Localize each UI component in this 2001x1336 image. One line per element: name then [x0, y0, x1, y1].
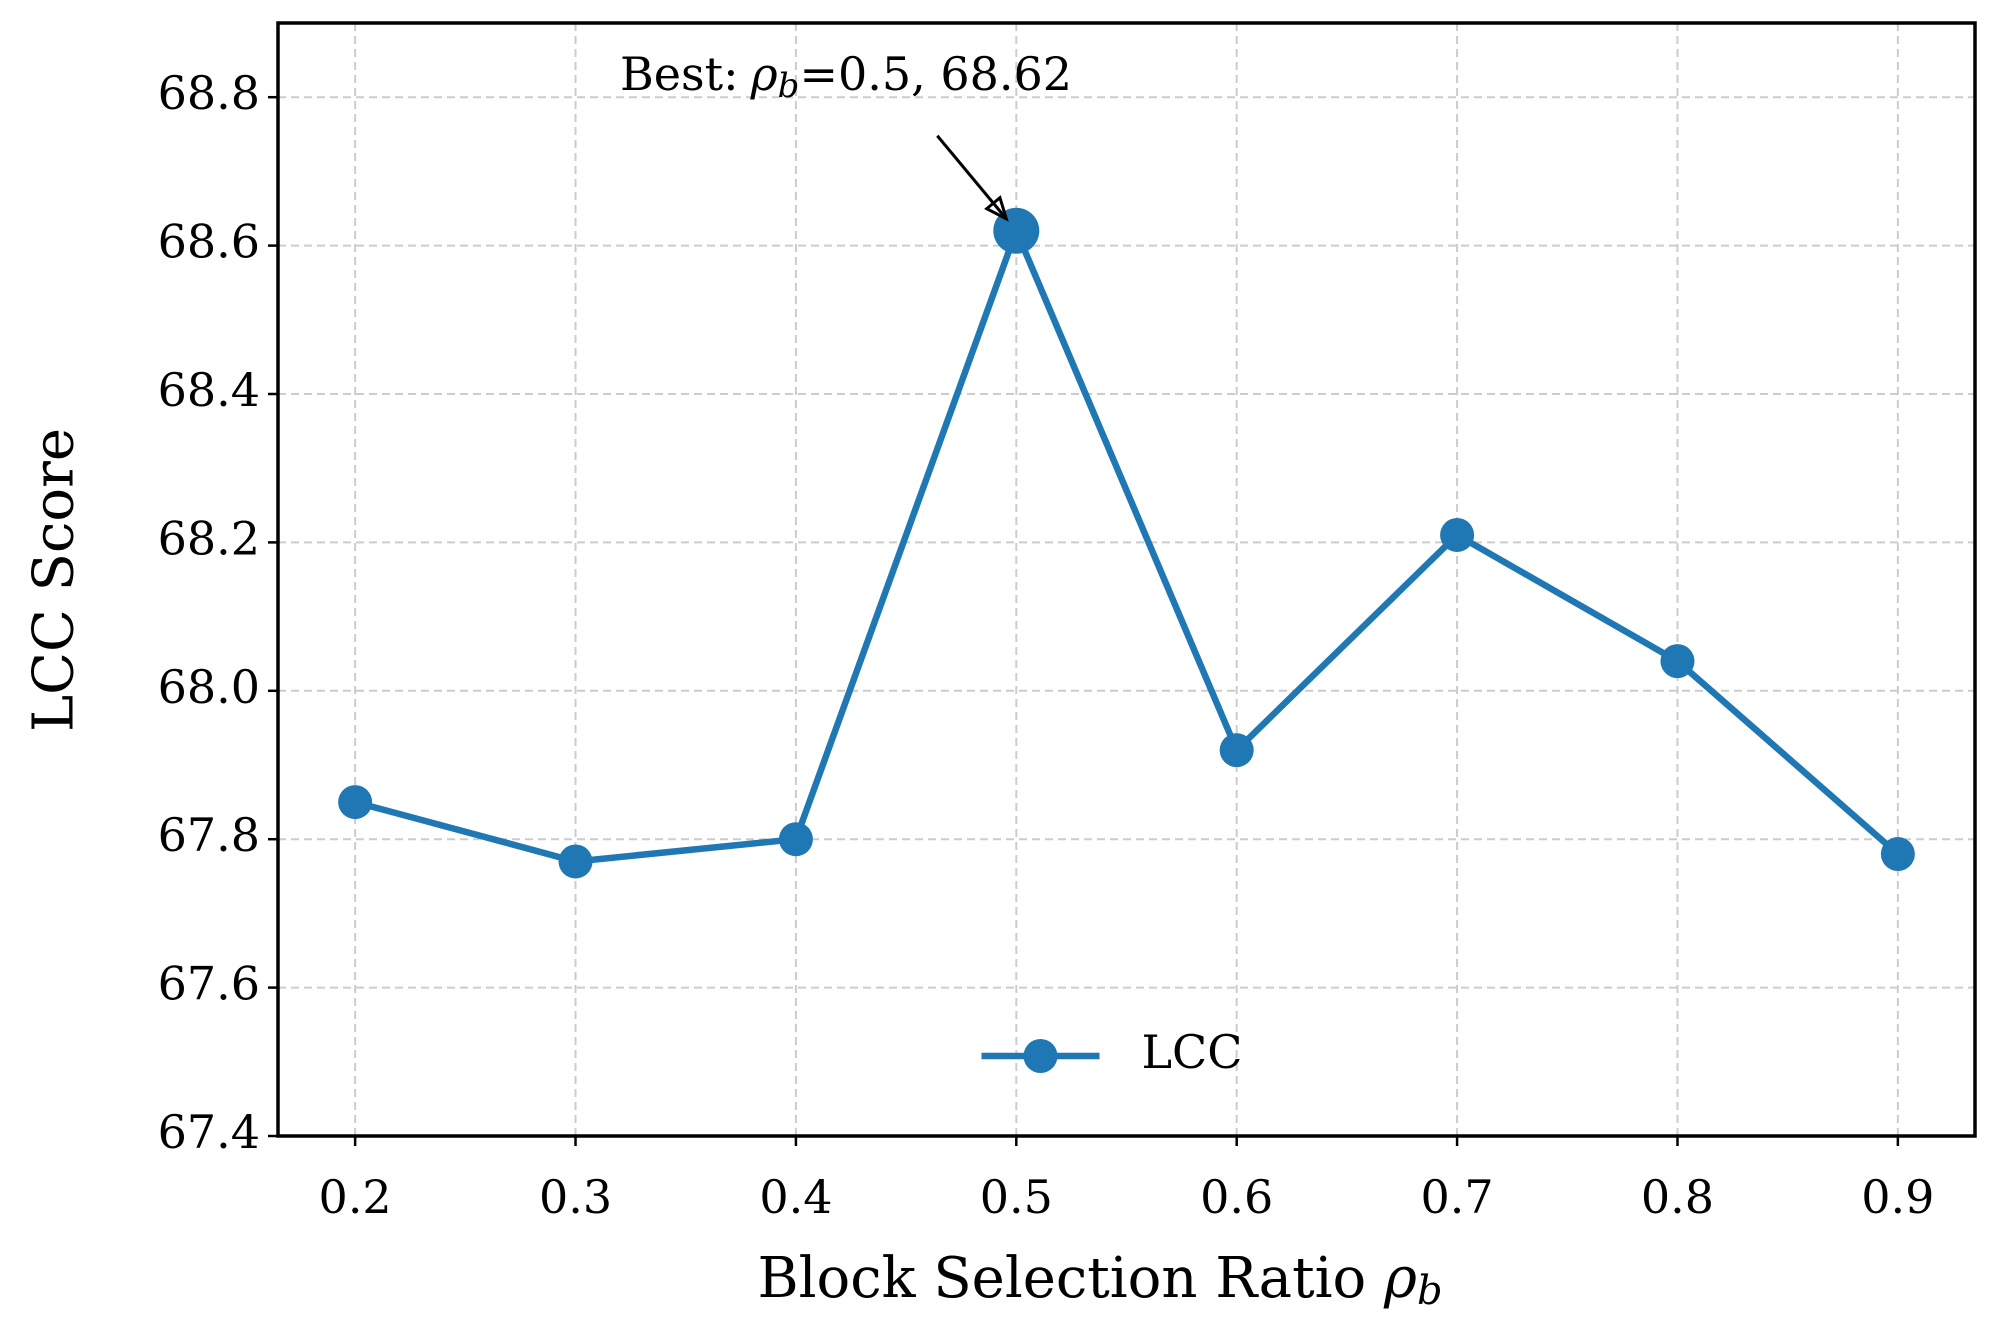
x-tick-label: 0.4 [759, 1170, 832, 1224]
y-tick-label: 67.6 [158, 957, 260, 1011]
series-line [354, 227, 1901, 865]
legend-label: LCC [1142, 1025, 1243, 1079]
y-tick-label: 68.4 [158, 363, 260, 417]
x-tick-label: 0.9 [1861, 1170, 1934, 1224]
y-tick-label: 68.6 [158, 215, 260, 269]
plot-frame [276, 21, 1977, 1138]
annotation-text: =0.5, 68.62 [799, 47, 1072, 101]
data-point [338, 785, 373, 820]
legend-marker [1023, 1039, 1058, 1073]
y-axis-label: LCC Score [22, 428, 87, 732]
data-point [778, 822, 813, 857]
x-tick-label: 0.2 [319, 1170, 392, 1224]
x-tick-label: 0.3 [539, 1170, 612, 1224]
y-tick-label: 68.2 [158, 511, 260, 565]
x-tick-label: 0.7 [1421, 1170, 1494, 1224]
data-point [1880, 837, 1915, 872]
annotation-arrow [936, 134, 1008, 220]
y-tick-label: 68.8 [158, 66, 260, 120]
annotation-prefix: Best: [620, 47, 739, 101]
y-tick-label: 67.4 [158, 1105, 260, 1159]
annotation: Best: ρb=0.5, 68.62 [620, 47, 1072, 106]
data-point [558, 844, 593, 879]
data-point [1440, 517, 1475, 552]
annotation-arrowhead [984, 195, 1009, 222]
annotation-subscript: b [778, 66, 800, 106]
x-tick-label: 0.5 [980, 1170, 1053, 1224]
y-tick-label: 67.8 [158, 808, 260, 862]
data-point [1219, 733, 1254, 768]
x-tick-label: 0.6 [1200, 1170, 1273, 1224]
x-tick-label: 0.8 [1641, 1170, 1714, 1224]
x-axis-label: Block Selection Ratio ρb [757, 1246, 1442, 1315]
annotation-symbol: ρ [750, 47, 778, 101]
y-tick-label: 68.0 [158, 660, 260, 714]
data-point [1660, 644, 1695, 679]
